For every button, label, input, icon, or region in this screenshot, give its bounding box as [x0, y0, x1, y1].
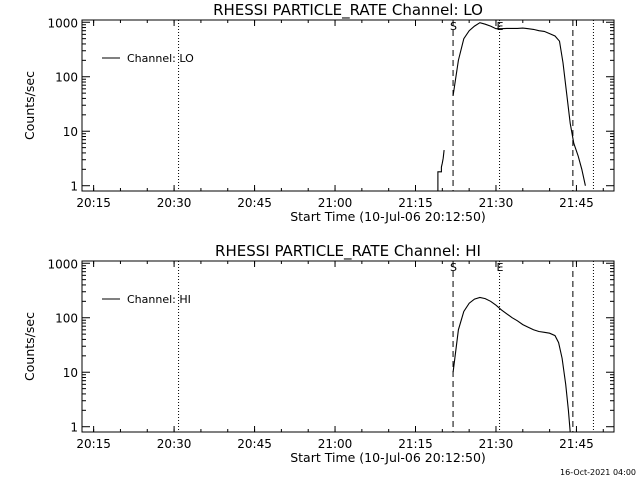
chart-1-y-tick-label: 1000	[47, 16, 78, 30]
chart-1-x-tick-label: 20:30	[157, 196, 192, 210]
chart-1-y-tick-label: 1	[70, 180, 78, 194]
chart-2-marker-label: E	[497, 261, 504, 274]
chart-2-plot-frame	[81, 260, 615, 433]
footer-timestamp: 16-Oct-2021 04:00	[560, 468, 636, 477]
chart-1-y-tick-label: 100	[55, 71, 78, 85]
chart-2-x-tick-label: 20:15	[76, 437, 111, 451]
chart-2-x-axis-label: Start Time (10-Jul-06 20:12:50)	[290, 450, 486, 465]
chart-2-y-tick-label: 10	[63, 366, 78, 380]
chart-1-y-axis-label: Counts/sec	[22, 71, 37, 140]
chart-2-legend-label: Channel: HI	[127, 293, 191, 306]
chart-1-legend-label: Channel: LO	[127, 52, 194, 65]
chart-2-y-tick-label: 1000	[47, 257, 78, 271]
chart-2-y-axis-label: Counts/sec	[22, 312, 37, 381]
chart-2-x-tick-label: 20:45	[237, 437, 272, 451]
chart-1-series-line	[452, 22, 586, 186]
chart-2-x-tick-label: 20:30	[157, 437, 192, 451]
chart-1-series-line	[437, 150, 445, 191]
chart-1-x-tick-label: 21:15	[398, 196, 433, 210]
chart-1-marker-label: E	[497, 20, 504, 33]
chart-2-series-line	[452, 296, 571, 433]
chart-1-x-tick-label: 20:15	[76, 196, 111, 210]
chart-1-x-axis-label: Start Time (10-Jul-06 20:12:50)	[290, 209, 486, 224]
chart-2-x-tick-label: 21:45	[559, 437, 594, 451]
chart-2-x-tick-label: 21:00	[318, 437, 353, 451]
chart-2-y-tick-label: 1	[70, 421, 78, 435]
chart-2-x-tick-label: 21:30	[479, 437, 514, 451]
chart-1-marker-label: S	[450, 20, 457, 33]
chart-1-x-tick-label: 21:30	[479, 196, 514, 210]
chart-1-x-tick-label: 21:00	[318, 196, 353, 210]
chart-2-x-tick-label: 21:15	[398, 437, 433, 451]
chart-2-title: RHESSI PARTICLE_RATE Channel: HI	[215, 242, 481, 261]
chart-1-y-tick-label: 10	[63, 125, 78, 139]
chart-2-marker-label: S	[450, 261, 457, 274]
chart-1-plot-frame	[81, 19, 615, 192]
chart-1-title: RHESSI PARTICLE_RATE Channel: LO	[213, 1, 483, 20]
chart-2-y-tick-label: 100	[55, 312, 78, 326]
chart-1-x-tick-label: 21:45	[559, 196, 594, 210]
chart-1-x-tick-label: 20:45	[237, 196, 272, 210]
chart-2: RHESSI PARTICLE_RATE Channel: HI 20:15 20:…	[22, 242, 615, 465]
chart-1: RHESSI PARTICLE_RATE Channel: LO 20:15 20:…	[22, 1, 615, 224]
